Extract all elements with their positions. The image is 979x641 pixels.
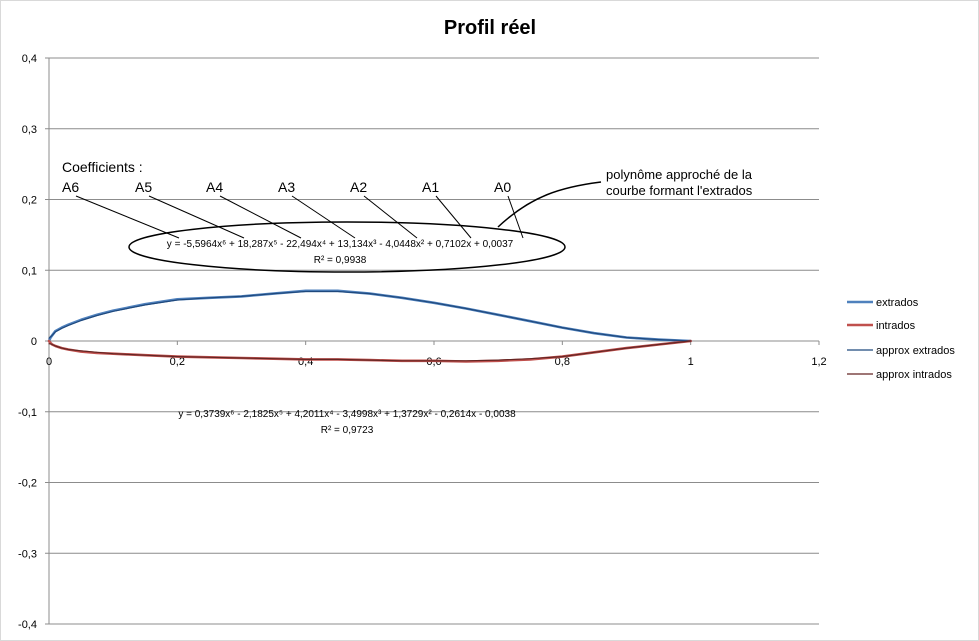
- coefficient-label: A6: [62, 179, 79, 195]
- x-tick-label: 0,8: [555, 356, 570, 368]
- coefficient-label: A0: [494, 179, 511, 195]
- legend-label: approx intrados: [876, 369, 952, 381]
- trendline-r2-extrados: R² = 0,9938: [314, 255, 367, 266]
- series-lines: [47, 289, 693, 363]
- x-tick-label: 1,2: [811, 356, 826, 368]
- coefficient-pointer: [219, 195, 302, 239]
- y-tick-labels: -0,4 -0,3 -0,2 -0,1 0 0,1 0,2 0,3 0,4: [18, 53, 37, 631]
- coefficient-label: A4: [206, 179, 223, 195]
- y-tick-label: 0,3: [22, 124, 37, 136]
- coefficient-pointer: [291, 195, 356, 239]
- series-line-approx-intrados: [48, 340, 692, 362]
- polynomial-note-pointer: [497, 181, 602, 228]
- coefficient-label: A2: [350, 179, 367, 195]
- y-tick-label: 0,1: [22, 265, 37, 277]
- coefficients-label: Coefficients :: [62, 159, 143, 175]
- legend-label: extrados: [876, 297, 919, 309]
- y-tick-label: 0,4: [22, 53, 37, 65]
- series-line-intrados: [47, 339, 693, 363]
- y-tick-label: 0: [31, 336, 37, 348]
- coefficient-label: A1: [422, 179, 439, 195]
- y-tick-label: -0,3: [18, 548, 37, 560]
- y-tick-label: -0,1: [18, 407, 37, 419]
- annotations: y = -5,5964x⁶ + 18,287x⁵ - 22,494x⁴ + 13…: [62, 159, 753, 436]
- x-tick-label: 1: [688, 356, 694, 368]
- coefficient-label: A3: [278, 179, 295, 195]
- legend-label: approx extrados: [876, 345, 955, 357]
- coefficient-pointer: [75, 195, 180, 239]
- y-tick-label: -0,2: [18, 478, 37, 490]
- series-line-approx-extrados: [48, 290, 692, 342]
- x-tick-label: 0: [46, 356, 52, 368]
- y-tick-label: -0,4: [18, 619, 37, 631]
- coefficient-label: A5: [135, 179, 152, 195]
- coefficient-pointer: [363, 195, 418, 239]
- axes: [45, 57, 820, 625]
- x-tick-label: 0,4: [298, 356, 313, 368]
- coefficient-pointer: [148, 195, 245, 239]
- legend-label: intrados: [876, 320, 916, 332]
- polynomial-note-line1: polynôme approché de la: [606, 167, 753, 182]
- y-tick-label: 0,2: [22, 195, 37, 207]
- polynomial-note-line2: courbe formant l'extrados: [606, 183, 753, 198]
- coefficient-pointer: [507, 195, 524, 239]
- chart-title: Profil réel: [444, 17, 536, 39]
- equation-ellipse: [128, 221, 566, 273]
- x-tick-label: 0,2: [170, 356, 185, 368]
- trendline-equation-intrados: y = 0,3739x⁶ - 2,1825x⁵ + 4,2011x⁴ - 3,4…: [178, 409, 516, 420]
- trendline-r2-intrados: R² = 0,9723: [321, 425, 374, 436]
- legend: extrados intrados approx extrados approx in…: [847, 297, 955, 381]
- trendline-equation-extrados: y = -5,5964x⁶ + 18,287x⁵ - 22,494x⁴ + 13…: [167, 239, 514, 250]
- coefficient-pointer: [435, 195, 472, 239]
